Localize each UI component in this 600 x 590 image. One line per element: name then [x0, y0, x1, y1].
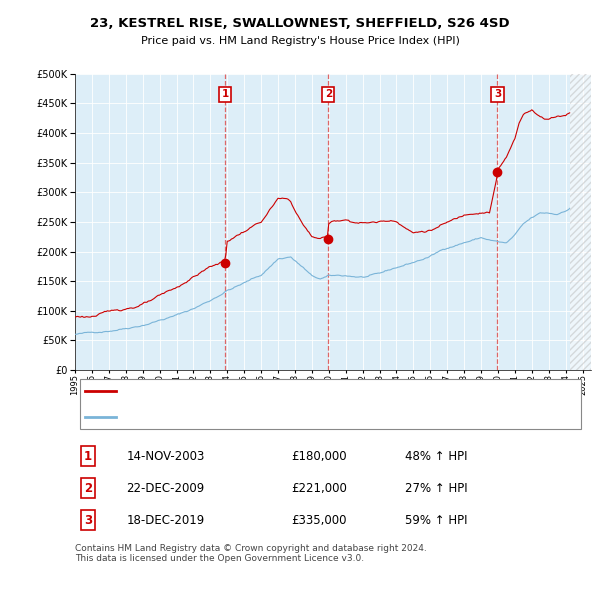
Text: Contains HM Land Registry data © Crown copyright and database right 2024.
This d: Contains HM Land Registry data © Crown c… [75, 544, 427, 563]
Text: 23, KESTREL RISE, SWALLOWNEST, SHEFFIELD, S26 4SD (detached house): 23, KESTREL RISE, SWALLOWNEST, SHEFFIELD… [127, 386, 497, 396]
Bar [570, 74, 591, 370]
Text: 18-DEC-2019: 18-DEC-2019 [127, 513, 205, 526]
Text: 3: 3 [84, 513, 92, 526]
Text: 1: 1 [221, 90, 229, 100]
Text: 2: 2 [325, 90, 332, 100]
Text: HPI: Average price, detached house, Rotherham: HPI: Average price, detached house, Roth… [127, 412, 366, 422]
FancyBboxPatch shape [80, 379, 581, 430]
Text: 14-NOV-2003: 14-NOV-2003 [127, 450, 205, 463]
Text: £180,000: £180,000 [292, 450, 347, 463]
Text: 48% ↑ HPI: 48% ↑ HPI [405, 450, 468, 463]
Text: 23, KESTREL RISE, SWALLOWNEST, SHEFFIELD, S26 4SD: 23, KESTREL RISE, SWALLOWNEST, SHEFFIELD… [90, 17, 510, 30]
Text: £335,000: £335,000 [292, 513, 347, 526]
Text: £221,000: £221,000 [292, 481, 347, 494]
Text: Price paid vs. HM Land Registry's House Price Index (HPI): Price paid vs. HM Land Registry's House … [140, 37, 460, 46]
Text: 22-DEC-2009: 22-DEC-2009 [127, 481, 205, 494]
Text: 3: 3 [494, 90, 501, 100]
Text: 27% ↑ HPI: 27% ↑ HPI [405, 481, 468, 494]
Text: 1: 1 [84, 450, 92, 463]
Text: 2: 2 [84, 481, 92, 494]
Text: 59% ↑ HPI: 59% ↑ HPI [405, 513, 468, 526]
